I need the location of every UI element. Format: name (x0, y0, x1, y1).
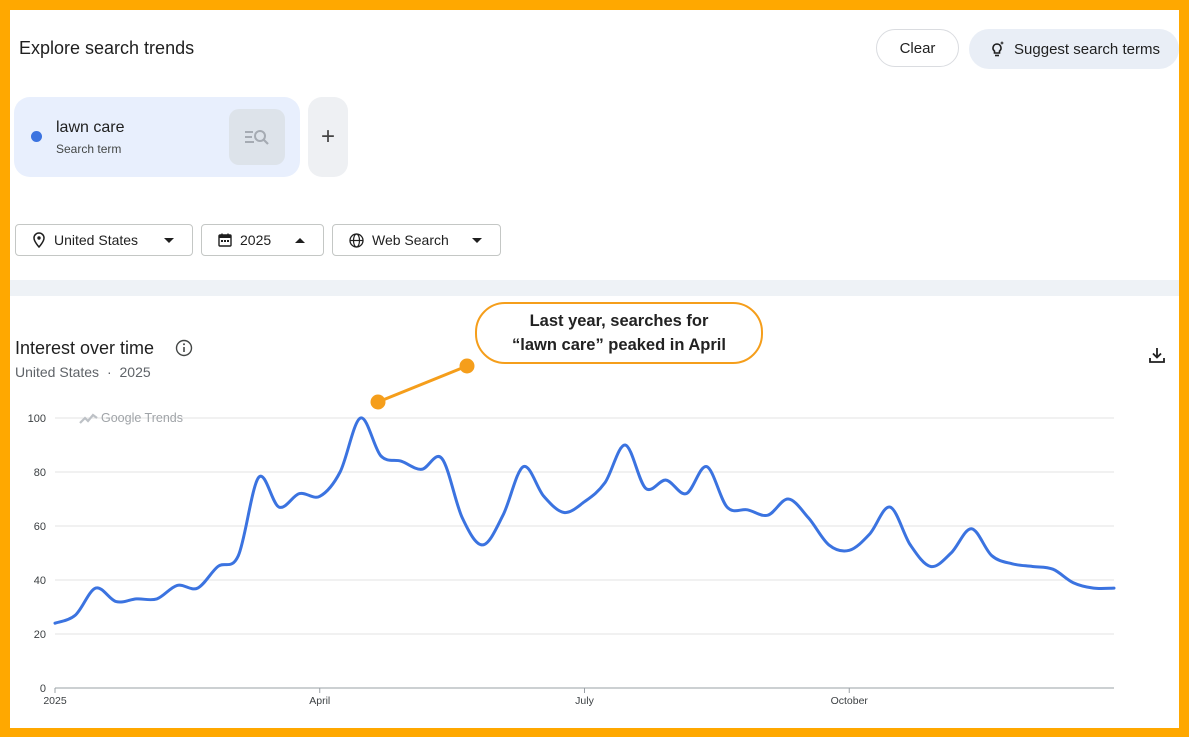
annotation-connector (377, 364, 468, 404)
term-type-label: Search term (56, 142, 122, 156)
chevron-down-icon (164, 237, 174, 243)
term-color-dot (31, 131, 42, 142)
chart-subtitle: United States · 2025 (15, 364, 151, 380)
add-term-button[interactable]: + (308, 97, 348, 177)
watermark-label: Google Trends (101, 411, 183, 425)
chevron-up-icon (295, 237, 305, 243)
clear-button[interactable]: Clear (876, 29, 959, 67)
trend-arrow-icon (79, 413, 98, 424)
section-divider (10, 280, 1179, 296)
period-filter[interactable]: 2025 (201, 224, 324, 256)
x-tick-label: April (309, 695, 330, 707)
list-search-icon (242, 126, 272, 148)
y-tick-label: 20 (34, 629, 46, 641)
calendar-icon (218, 233, 232, 247)
chart-title: Interest over time (15, 338, 155, 358)
suggest-search-terms-button[interactable]: Suggest search terms (969, 29, 1179, 69)
suggest-label: Suggest search terms (1014, 40, 1160, 58)
google-trends-watermark: Google Trends (79, 411, 183, 425)
series-line (53, 416, 1116, 625)
globe-icon (349, 232, 364, 248)
chart-subtitle-region: United States (15, 364, 100, 380)
trends-panel: Explore search trends Clear Suggest sear… (10, 10, 1179, 728)
y-tick-label: 80 (34, 467, 46, 479)
chevron-down-icon (472, 237, 482, 243)
chart-subtitle-period: 2025 (119, 364, 151, 380)
info-icon[interactable] (175, 339, 193, 362)
region-filter[interactable]: United States (15, 224, 193, 256)
annotation-line-2: “lawn care” peaked in April (512, 336, 726, 354)
term-name: lawn care (56, 119, 125, 136)
source-filter-label: Web Search (372, 232, 449, 248)
annotation-dot-end (459, 358, 475, 374)
period-filter-label: 2025 (240, 232, 272, 248)
y-tick-label: 100 (28, 413, 46, 425)
chart-subtitle-separator: · (106, 364, 112, 380)
x-tick-label: October (831, 695, 869, 707)
location-pin-icon (32, 232, 46, 248)
annotation-callout: Last year, searches for “lawn care” peak… (475, 302, 763, 364)
y-tick-label: 0 (40, 683, 46, 695)
source-filter[interactable]: Web Search (332, 224, 501, 256)
x-tick-label: 2025 (43, 695, 67, 707)
region-filter-label: United States (54, 232, 139, 248)
download-icon[interactable] (1148, 346, 1166, 369)
interest-chart: 0 20 40 60 80 100 2025 April July October Google… (28, 358, 1116, 707)
sparkle-bulb-icon (988, 40, 1006, 58)
annotation-dot-start (370, 394, 386, 410)
page-title: Explore search trends (19, 38, 195, 58)
annotation-line-1: Last year, searches for (529, 312, 709, 330)
term-search-button[interactable] (229, 109, 285, 165)
y-tick-label: 40 (34, 575, 46, 587)
x-tick-label: July (575, 695, 594, 707)
search-term-card[interactable]: lawn care Search term (14, 97, 300, 177)
y-tick-label: 60 (34, 521, 46, 533)
